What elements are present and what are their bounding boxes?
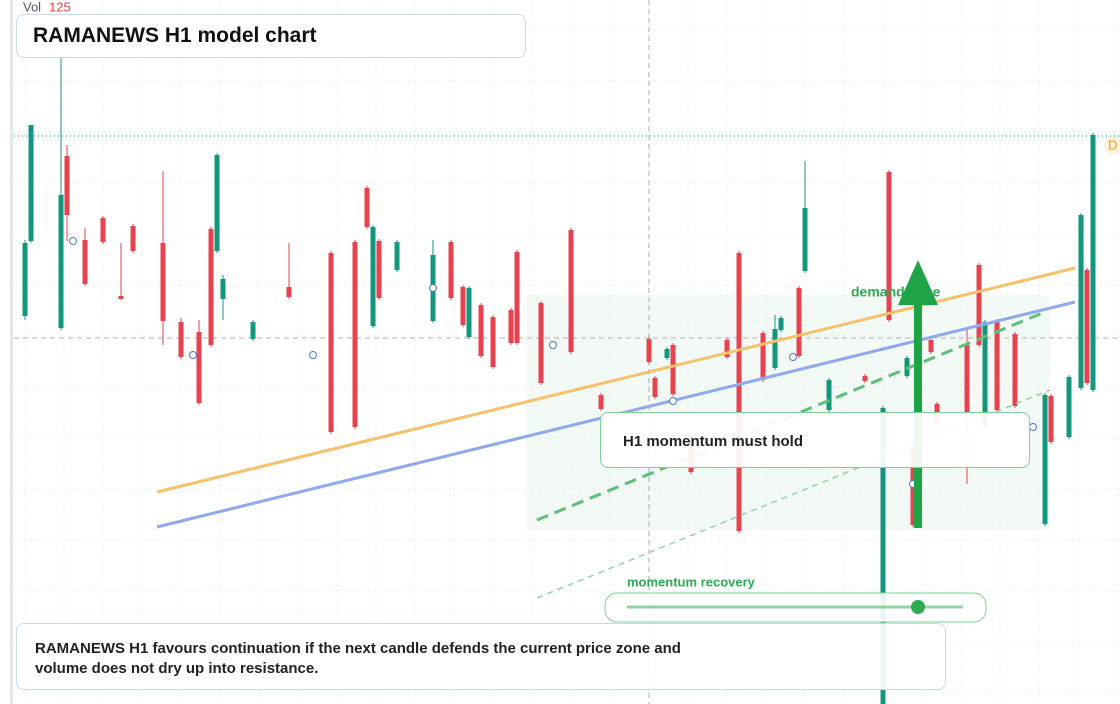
summary-line: volume does not dry up into resistance.	[35, 660, 319, 677]
candle-body	[178, 322, 184, 357]
candle-body	[364, 188, 370, 227]
candle-body	[994, 321, 1000, 410]
candle-body	[376, 241, 382, 298]
candle-body	[760, 333, 766, 380]
marker-dot	[549, 341, 557, 349]
candle-body	[214, 155, 220, 251]
candle-body	[250, 322, 256, 339]
marker-dot	[429, 284, 437, 292]
candle-body	[538, 303, 544, 383]
candle-body	[286, 287, 292, 297]
markers	[69, 237, 1037, 488]
candle-body	[568, 230, 574, 352]
projection-line-lower	[536, 389, 1051, 599]
candle-body	[796, 288, 802, 356]
candle-body	[370, 227, 376, 326]
candle-body	[886, 172, 892, 320]
candle-body	[160, 243, 166, 321]
marker-dot	[1029, 423, 1037, 431]
summary: RAMANEWS H1 favours continuation if the …	[16, 623, 946, 690]
candle-body	[976, 265, 982, 345]
candle-body	[82, 240, 88, 284]
candle-body	[220, 279, 226, 299]
candle-body	[1066, 377, 1072, 437]
candle-body	[862, 376, 868, 381]
candle-body	[736, 253, 742, 531]
candle-body	[28, 125, 34, 241]
candle-body	[394, 242, 400, 270]
volume-label: Vol	[23, 0, 41, 14]
candle-body	[466, 288, 472, 337]
marker-badge	[1104, 137, 1120, 154]
candle-body	[490, 317, 496, 367]
left-edge	[10, 0, 13, 704]
candle-body	[1078, 215, 1084, 388]
candle-body	[670, 345, 676, 394]
candle-body	[772, 329, 778, 368]
candle-body	[1048, 396, 1054, 442]
marker-dot	[309, 351, 317, 359]
hold-note: H1 momentum must hold	[600, 412, 1030, 468]
marker-dot	[189, 351, 197, 359]
candle-body	[352, 242, 358, 427]
candle-body	[1084, 270, 1090, 383]
candle-body	[982, 322, 988, 426]
candle-body	[646, 339, 652, 362]
summary-line: RAMANEWS H1 favours continuation if the …	[35, 640, 681, 657]
candle-body	[724, 340, 730, 357]
marker-dot	[69, 237, 77, 245]
candle-body	[508, 310, 514, 343]
candle-body	[64, 156, 70, 215]
candle-body	[208, 229, 214, 345]
slider-knob[interactable]	[911, 600, 925, 614]
arrow-head	[898, 260, 938, 305]
candle-body	[826, 380, 832, 410]
chart-title: RAMANEWS H1 model chart	[16, 14, 526, 58]
recovery-label: momentum recovery	[627, 574, 756, 589]
marker-label: D	[1108, 137, 1117, 152]
candle-body	[100, 218, 106, 242]
candle-body	[1012, 334, 1018, 406]
candle-body	[58, 195, 64, 328]
candle-body	[196, 332, 202, 403]
candle-body	[652, 378, 658, 397]
candles	[22, 58, 1096, 704]
volume-value: 125	[49, 0, 71, 14]
marker-dot	[789, 353, 797, 361]
candle-body	[328, 253, 334, 432]
candle-body	[118, 296, 124, 299]
candle-body	[664, 349, 670, 358]
candle-body	[928, 340, 934, 352]
candle-body	[1090, 135, 1096, 390]
candle-body	[448, 242, 454, 298]
candle-body	[478, 305, 484, 356]
candle-body	[778, 318, 784, 330]
candle-body	[802, 208, 808, 271]
candle-body	[22, 243, 28, 316]
candle-body	[1042, 395, 1048, 524]
candle-body	[598, 395, 604, 409]
candle-body	[514, 252, 520, 343]
candle-body	[130, 226, 136, 251]
marker-dot	[669, 397, 677, 405]
candle-body	[460, 287, 466, 325]
candle-body	[880, 408, 886, 704]
candle-body	[964, 345, 970, 412]
